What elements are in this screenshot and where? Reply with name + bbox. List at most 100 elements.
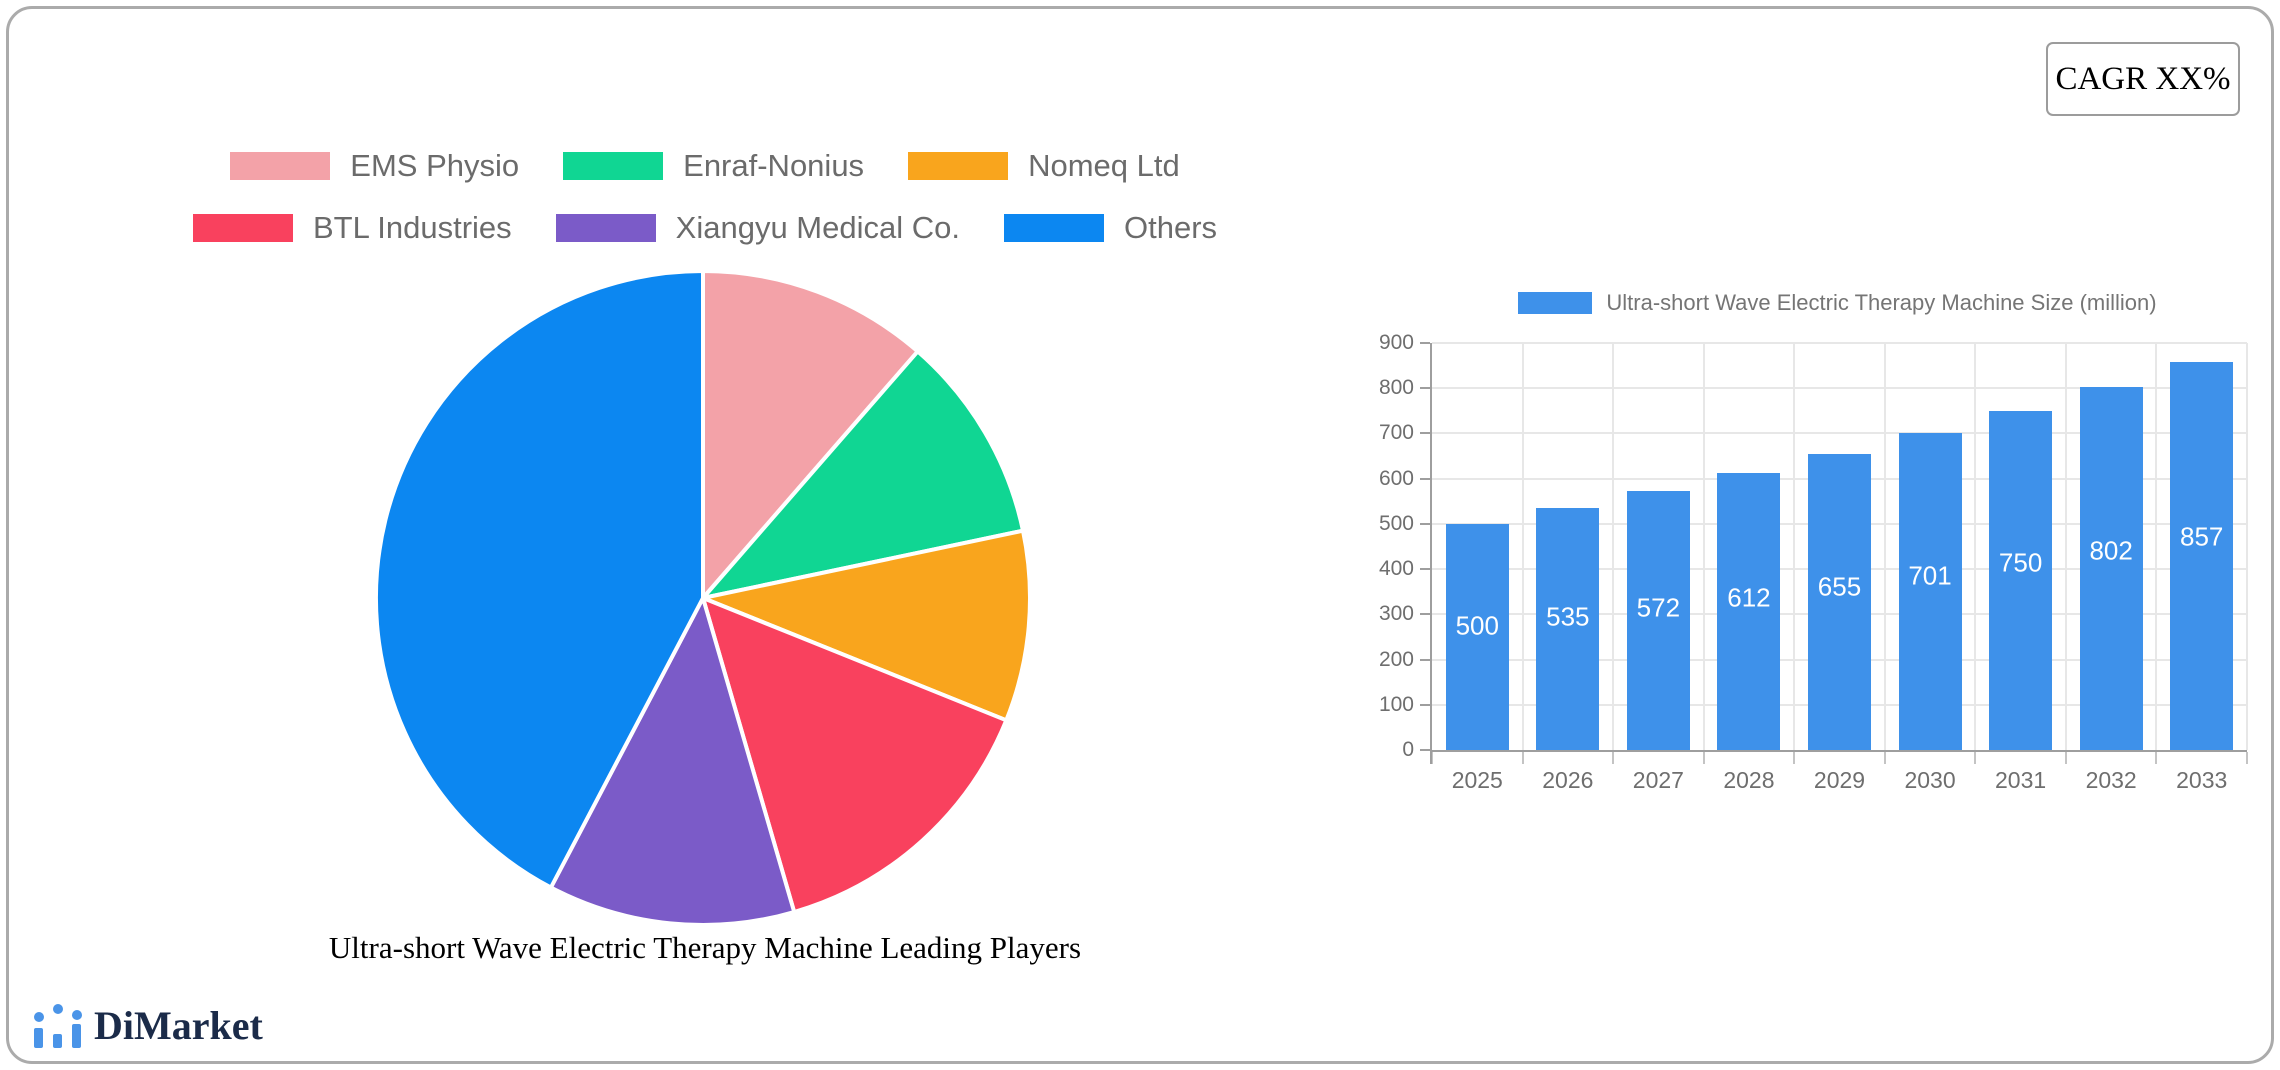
legend-label: BTL Industries [312, 210, 512, 245]
x-axis-tick [1793, 752, 1796, 764]
y-axis-tick [1420, 522, 1430, 525]
pie-legend-row: EMS Physio Enraf-Nonius Nomeq Ltd [230, 148, 1180, 184]
y-axis-tick [1420, 387, 1430, 390]
bar-chart-legend[interactable]: Ultra-short Wave Electric Therapy Machin… [1430, 290, 2245, 316]
y-axis-tick [1420, 749, 1430, 751]
gridline-vertical [2064, 343, 2067, 750]
x-axis-label: 2026 [1542, 767, 1594, 793]
legend-swatch [908, 152, 1009, 180]
legend-label: Xiangyu Medical Co. [675, 210, 960, 245]
bar-2030[interactable]: 701 [1898, 433, 1962, 750]
bar-2031[interactable]: 750 [1989, 410, 2053, 750]
x-axis-label: 2030 [1904, 767, 1956, 793]
y-axis-tick [1420, 477, 1430, 480]
pie-slice-ems-physio[interactable] [701, 269, 920, 600]
pie-slice-others[interactable] [373, 269, 705, 890]
bar-chart-trend-icon [34, 1004, 82, 1048]
gridline-vertical [1612, 343, 1615, 750]
x-axis-tick [1883, 752, 1886, 764]
x-axis-label: 2032 [2085, 767, 2137, 793]
pie-legend-item[interactable]: BTL Industries [192, 210, 512, 246]
bar-2026[interactable]: 535 [1536, 508, 1600, 750]
x-axis-tick [1702, 752, 1705, 764]
x-axis-tick [2246, 752, 2248, 764]
y-axis-tick [1420, 613, 1430, 616]
x-axis-tick [1974, 752, 1977, 764]
legend-swatch [555, 214, 656, 242]
x-axis-label: 2027 [1632, 767, 1684, 793]
y-axis-label: 500 [1378, 511, 1414, 535]
pie-slice-xiangyu-medical-co-[interactable] [548, 596, 797, 927]
gridline-vertical [2155, 343, 2158, 750]
gridline-vertical [1702, 343, 1705, 750]
y-axis-label: 600 [1378, 466, 1414, 490]
bar-2025[interactable]: 500 [1445, 523, 1509, 750]
x-axis-label: 2025 [1451, 767, 1503, 793]
x-axis-tick [1521, 752, 1524, 764]
x-axis-tick [1431, 752, 1433, 764]
x-axis-label: 2033 [2176, 767, 2228, 793]
cagr-badge-label: CAGR XX% [2055, 60, 2231, 97]
gridline-horizontal [1432, 342, 2247, 344]
gridline-vertical [1974, 343, 1977, 750]
x-axis-tick [2155, 752, 2158, 764]
y-axis-tick [1420, 432, 1430, 435]
bar-2027[interactable]: 572 [1626, 491, 1690, 750]
bar-value-label: 802 [2089, 535, 2133, 566]
gridline-horizontal [1432, 432, 2247, 435]
bar-legend-label: Ultra-short Wave Electric Therapy Machin… [1606, 290, 2157, 315]
gridline-horizontal [1432, 387, 2247, 390]
x-axis-tick [2064, 752, 2067, 764]
bar-2028[interactable]: 612 [1717, 473, 1781, 750]
legend-label: EMS Physio [350, 148, 520, 183]
gridline-vertical [1521, 343, 1524, 750]
legend-label: Others [1124, 210, 1218, 245]
bar-value-label: 655 [1817, 571, 1862, 602]
pie-title: Ultra-short Wave Electric Therapy Machin… [328, 930, 1082, 965]
pie-slice-btl-industries[interactable] [701, 596, 1009, 914]
gridline-vertical [1883, 343, 1886, 750]
legend-swatch [1004, 214, 1104, 242]
x-axis-label: 2029 [1813, 767, 1866, 793]
pie-legend-row: BTL Industries Xiangyu Medical Co. Others [192, 210, 1217, 246]
cagr-badge: CAGR XX% [2046, 42, 2240, 116]
legend-swatch [230, 152, 331, 180]
y-axis-label: 0 [1402, 738, 1414, 761]
legend-swatch [192, 214, 293, 242]
bar-value-label: 701 [1908, 560, 1952, 591]
y-axis-line-extension [1430, 750, 1432, 764]
bar-2029[interactable]: 655 [1808, 453, 1871, 750]
bar-2032[interactable]: 802 [2079, 387, 2143, 750]
pie-legend-item[interactable]: EMS Physio [230, 148, 519, 184]
bar-value-label: 750 [1998, 547, 2043, 578]
bar-value-label: 500 [1455, 610, 1499, 641]
bar-value-label: 535 [1546, 601, 1590, 632]
bar-value-label: 612 [1727, 582, 1771, 613]
gridline-vertical [1793, 343, 1796, 750]
y-axis-tick [1420, 568, 1430, 571]
bar-legend-swatch [1518, 292, 1593, 314]
y-axis-label: 400 [1378, 557, 1414, 581]
y-axis-label: 200 [1378, 647, 1414, 671]
dimarket-logo: DiMarket [34, 1004, 263, 1048]
y-axis-tick [1420, 342, 1430, 344]
pie-legend-item[interactable]: Enraf-Nonius [563, 148, 864, 184]
pie-legend-item[interactable]: Nomeq Ltd [908, 148, 1180, 184]
pie-legend: EMS Physio Enraf-Nonius Nomeq Ltd BTL Indus… [0, 148, 1410, 246]
x-axis-label: 2031 [1995, 767, 2047, 793]
pie-legend-item[interactable]: Xiangyu Medical Co. [555, 210, 960, 246]
bar-value-label: 857 [2180, 521, 2224, 552]
pie-slice-nomeq-ltd[interactable] [701, 528, 1032, 723]
y-axis-label: 300 [1378, 602, 1414, 626]
y-axis-tick [1420, 658, 1430, 661]
y-axis-label: 700 [1378, 421, 1414, 445]
bar-2033[interactable]: 857 [2170, 362, 2234, 750]
logo-text: DiMarket [94, 1003, 263, 1048]
pie-slice-enraf-nonius[interactable] [701, 349, 1025, 600]
pie-legend-item[interactable]: Others [1004, 210, 1217, 246]
y-axis-label: 800 [1378, 376, 1414, 400]
bar-value-label: 572 [1636, 592, 1681, 623]
gridline-vertical [2246, 343, 2248, 750]
x-axis-label: 2028 [1723, 767, 1775, 793]
